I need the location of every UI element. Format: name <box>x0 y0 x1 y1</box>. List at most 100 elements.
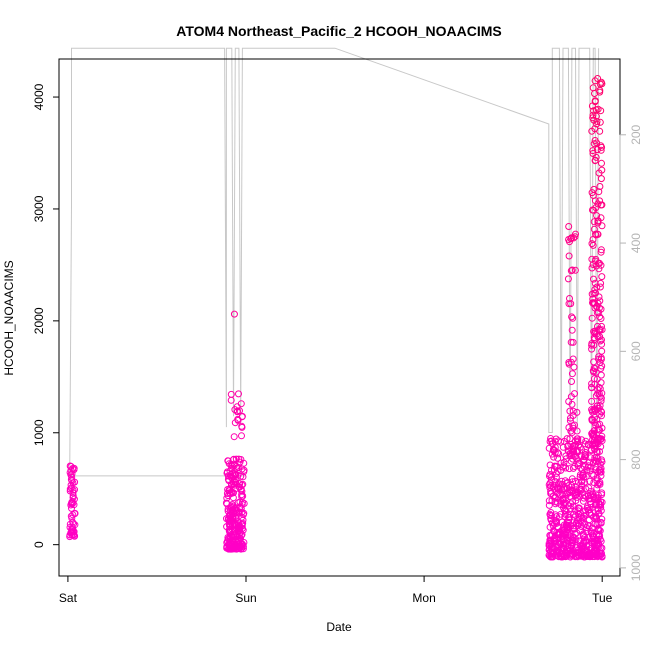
data-point <box>238 423 246 431</box>
data-point <box>564 478 572 486</box>
data-point <box>571 421 578 429</box>
x-axis-tick-label: Mon <box>412 591 435 605</box>
data-point <box>591 335 598 343</box>
x-axis-label: Date <box>326 620 352 634</box>
data-point <box>590 375 598 383</box>
data-point <box>590 368 597 376</box>
data-point <box>590 472 598 480</box>
data-point <box>570 448 578 456</box>
data-point <box>594 219 602 227</box>
data-point <box>235 508 243 516</box>
data-point <box>224 472 232 480</box>
data-point <box>597 315 605 322</box>
data-point <box>593 139 601 147</box>
data-point <box>594 468 602 476</box>
data-point <box>572 486 580 494</box>
data-point <box>548 466 555 474</box>
data-point <box>70 466 78 474</box>
data-point <box>545 501 553 509</box>
data-point <box>598 552 606 560</box>
plot-area: Sat Sun Mon Tue 0 1000 2000 3000 4000 200 400 600 80… <box>32 47 643 605</box>
data-point <box>593 212 601 220</box>
data-point <box>555 450 563 458</box>
data-point <box>571 233 579 241</box>
data-point <box>234 499 242 507</box>
data-point <box>581 491 588 499</box>
data-point <box>593 283 601 291</box>
data-point <box>577 523 585 530</box>
data-point <box>226 528 234 536</box>
data-point <box>67 481 75 489</box>
data-point <box>595 325 603 333</box>
data-point <box>584 506 592 514</box>
data-point <box>563 479 571 487</box>
data-point <box>597 551 605 559</box>
data-point <box>585 462 592 470</box>
data-point <box>572 519 580 527</box>
data-point <box>596 410 604 418</box>
data-point <box>227 396 235 404</box>
data-point <box>568 370 576 378</box>
data-point <box>582 451 590 458</box>
data-point <box>573 427 581 435</box>
data-point <box>595 540 602 548</box>
data-point <box>564 275 572 283</box>
data-point <box>566 488 574 496</box>
data-point <box>572 230 579 238</box>
data-point <box>582 453 589 461</box>
data-point <box>560 485 568 493</box>
data-point <box>588 290 596 298</box>
data-point <box>571 266 579 274</box>
data-point <box>562 551 570 559</box>
data-point <box>591 279 599 287</box>
data-point <box>68 528 76 535</box>
data-point <box>597 394 605 402</box>
data-point <box>597 175 605 183</box>
y2-axis-tick-label: 400 <box>629 233 643 253</box>
data-point <box>551 498 559 506</box>
data-point <box>559 532 567 540</box>
data-point <box>555 480 562 488</box>
data-point <box>596 313 604 321</box>
data-point <box>576 485 583 493</box>
data-point <box>224 492 232 500</box>
data-point <box>590 218 598 226</box>
data-point <box>565 447 573 455</box>
data-point <box>237 545 245 553</box>
data-point <box>554 531 562 539</box>
data-point <box>570 452 578 460</box>
data-point <box>565 223 573 230</box>
data-point <box>566 417 574 425</box>
data-point <box>589 147 597 155</box>
x-axis-tick-label: Sat <box>59 591 78 605</box>
data-point <box>549 445 557 453</box>
data-point <box>590 430 598 438</box>
data-point <box>591 197 599 205</box>
data-point <box>572 512 580 520</box>
data-point <box>228 501 236 509</box>
data-point <box>596 127 604 135</box>
data-point <box>224 537 231 545</box>
data-point <box>234 463 242 471</box>
data-point <box>589 114 597 122</box>
data-point <box>576 492 584 500</box>
data-point <box>585 484 593 492</box>
data-point <box>565 516 573 524</box>
data-point <box>67 466 75 474</box>
data-point <box>597 468 605 476</box>
data-point <box>590 358 598 366</box>
data-point <box>225 545 233 552</box>
data-point <box>591 77 599 85</box>
data-point <box>236 503 244 511</box>
data-point <box>569 539 577 547</box>
data-point <box>559 463 567 471</box>
data-point <box>588 314 596 322</box>
data-point <box>238 520 246 528</box>
data-point <box>581 547 589 555</box>
y2-axis-tick-label: 200 <box>629 124 643 144</box>
data-point <box>595 293 603 301</box>
data-point <box>592 153 600 161</box>
data-point <box>597 214 605 222</box>
data-point <box>71 509 79 517</box>
data-point <box>598 143 606 151</box>
